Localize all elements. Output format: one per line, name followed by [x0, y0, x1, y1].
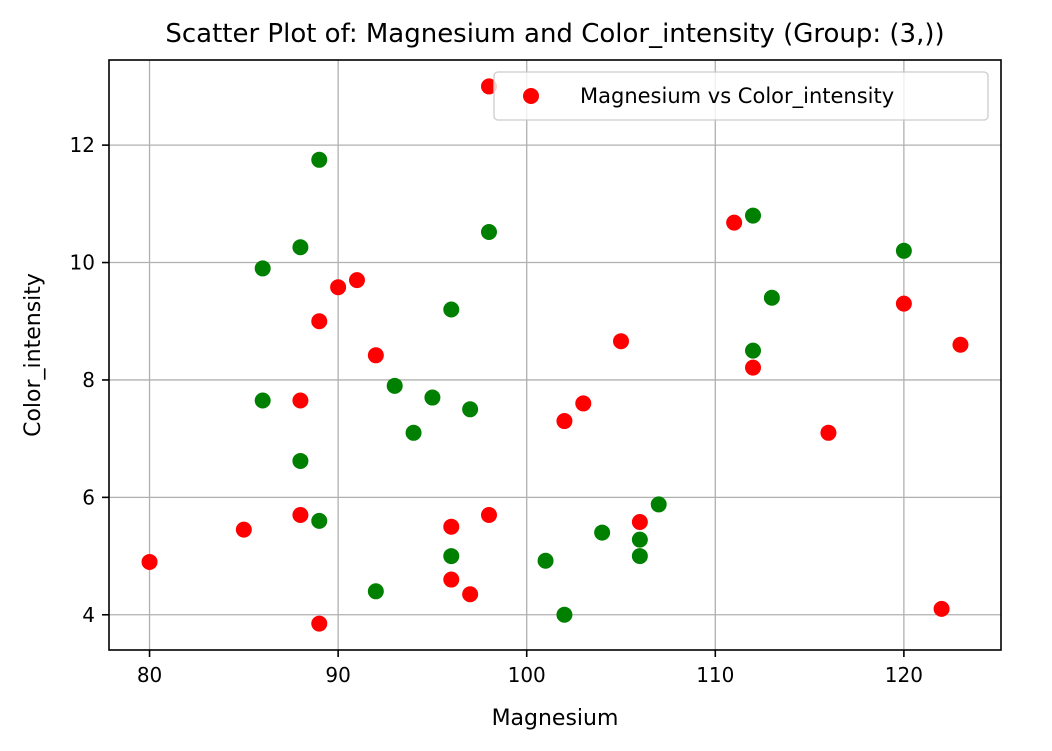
legend: Magnesium vs Color_intensity	[493, 71, 989, 121]
legend-marker	[523, 88, 539, 104]
red-point	[631, 514, 648, 531]
green-point	[556, 606, 573, 623]
y-tick-label: 4	[82, 603, 95, 627]
data-points	[141, 78, 969, 632]
red-point	[745, 359, 762, 376]
x-tick-label: 120	[885, 663, 923, 687]
x-tick-label: 90	[325, 663, 350, 687]
red-point	[575, 395, 592, 412]
green-point	[462, 401, 479, 418]
axis-ticks: 80 90 100 110 120 4 6 8 10 12	[70, 133, 923, 687]
green-point	[386, 377, 403, 394]
green-point	[650, 496, 667, 513]
red-point	[556, 413, 573, 430]
green-point	[424, 389, 441, 406]
green-point	[254, 392, 271, 409]
green-point	[443, 301, 460, 318]
red-point	[235, 521, 252, 538]
grid-lines	[109, 60, 1001, 650]
red-point	[480, 78, 497, 95]
green-point	[443, 548, 460, 565]
red-point	[311, 615, 328, 632]
red-point	[820, 424, 837, 441]
red-point	[141, 553, 158, 570]
red-point	[348, 272, 365, 289]
green-point	[311, 151, 328, 168]
x-tick-label: 80	[137, 663, 162, 687]
chart-title: Scatter Plot of: Magnesium and Color_int…	[165, 19, 944, 49]
x-tick-label: 100	[508, 663, 546, 687]
y-tick-label: 12	[70, 133, 95, 157]
x-axis-label: Magnesium	[492, 706, 619, 731]
green-point	[480, 224, 497, 241]
red-point	[443, 518, 460, 535]
red-point	[480, 506, 497, 523]
red-point	[443, 571, 460, 588]
red-point	[952, 336, 969, 353]
red-point	[895, 295, 912, 312]
green-point	[537, 552, 554, 569]
y-tick-label: 8	[82, 368, 95, 392]
green-point	[405, 424, 422, 441]
green-point	[631, 548, 648, 565]
legend-label: Magnesium vs Color_intensity	[580, 84, 894, 109]
y-tick-label: 10	[70, 251, 95, 275]
green-point	[311, 512, 328, 529]
red-point	[311, 313, 328, 330]
green-point	[763, 289, 780, 306]
green-point	[292, 452, 309, 469]
green-point	[745, 342, 762, 359]
y-axis-label: Color_intensity	[21, 273, 46, 437]
red-point	[613, 333, 630, 350]
green-point	[745, 207, 762, 224]
green-point	[367, 583, 384, 600]
plot-area-frame	[108, 59, 1002, 651]
red-point	[933, 600, 950, 617]
red-point	[292, 392, 309, 409]
red-point	[292, 506, 309, 523]
red-point	[330, 279, 347, 296]
red-point	[462, 586, 479, 603]
red-point	[367, 347, 384, 364]
red-point	[726, 214, 743, 231]
green-point	[254, 260, 271, 277]
green-point	[631, 531, 648, 548]
green-point	[895, 242, 912, 259]
green-point	[594, 524, 611, 541]
green-point	[292, 239, 309, 256]
legend-box	[493, 71, 989, 121]
x-tick-label: 110	[696, 663, 734, 687]
y-tick-label: 6	[82, 485, 95, 509]
